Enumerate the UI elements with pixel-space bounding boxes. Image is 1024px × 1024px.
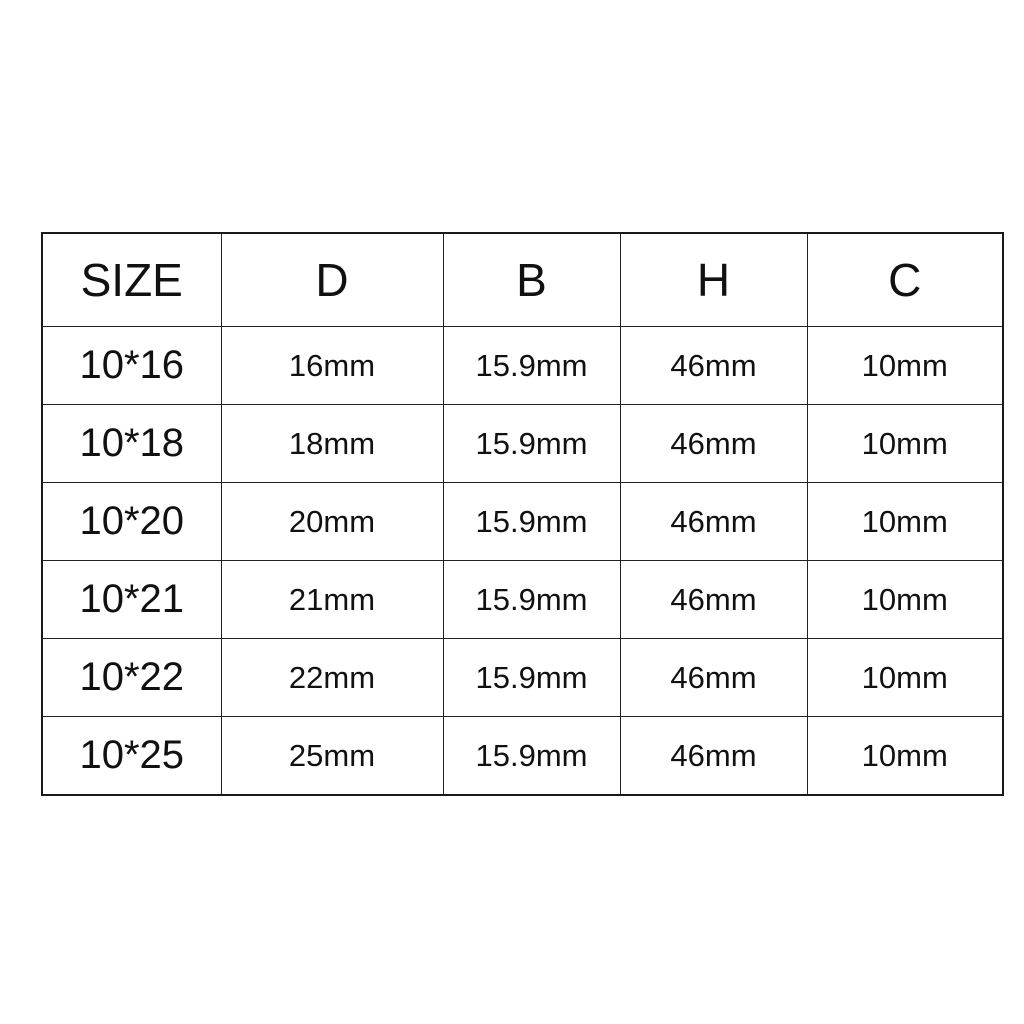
table-row: 10*22 22mm 15.9mm 46mm 10mm (41, 638, 1004, 717)
cell-size: 10*22 (41, 638, 222, 717)
cell-c: 10mm (806, 716, 1004, 796)
header-size: SIZE (41, 232, 222, 327)
cell-b: 15.9mm (442, 638, 621, 717)
size-table: SIZE D B H C 10*16 16mm 15.9mm 46mm 10mm 10*1… (41, 232, 1004, 796)
cell-d: 20mm (220, 482, 444, 561)
cell-size: 10*21 (41, 560, 222, 639)
cell-c: 10mm (806, 560, 1004, 639)
header-c: C (806, 232, 1004, 327)
cell-d: 16mm (220, 326, 444, 405)
cell-h: 46mm (619, 560, 808, 639)
table-row: 10*20 20mm 15.9mm 46mm 10mm (41, 482, 1004, 561)
cell-h: 46mm (619, 326, 808, 405)
cell-d: 18mm (220, 404, 444, 483)
header-row: SIZE D B H C (41, 232, 1004, 327)
cell-h: 46mm (619, 716, 808, 796)
cell-b: 15.9mm (442, 716, 621, 796)
cell-b: 15.9mm (442, 560, 621, 639)
size-table-body: SIZE D B H C 10*16 16mm 15.9mm 46mm 10mm 10*1… (41, 232, 1004, 796)
table-row: 10*18 18mm 15.9mm 46mm 10mm (41, 404, 1004, 483)
cell-b: 15.9mm (442, 482, 621, 561)
header-h: H (619, 232, 808, 327)
cell-d: 22mm (220, 638, 444, 717)
cell-d: 21mm (220, 560, 444, 639)
cell-b: 15.9mm (442, 326, 621, 405)
table-row: 10*25 25mm 15.9mm 46mm 10mm (41, 716, 1004, 796)
header-d: D (220, 232, 444, 327)
cell-b: 15.9mm (442, 404, 621, 483)
cell-h: 46mm (619, 404, 808, 483)
cell-c: 10mm (806, 404, 1004, 483)
cell-h: 46mm (619, 638, 808, 717)
cell-size: 10*25 (41, 716, 222, 796)
header-b: B (442, 232, 621, 327)
cell-d: 25mm (220, 716, 444, 796)
cell-size: 10*18 (41, 404, 222, 483)
table-row: 10*16 16mm 15.9mm 46mm 10mm (41, 326, 1004, 405)
cell-size: 10*16 (41, 326, 222, 405)
cell-c: 10mm (806, 482, 1004, 561)
cell-size: 10*20 (41, 482, 222, 561)
cell-c: 10mm (806, 638, 1004, 717)
table-row: 10*21 21mm 15.9mm 46mm 10mm (41, 560, 1004, 639)
cell-c: 10mm (806, 326, 1004, 405)
cell-h: 46mm (619, 482, 808, 561)
